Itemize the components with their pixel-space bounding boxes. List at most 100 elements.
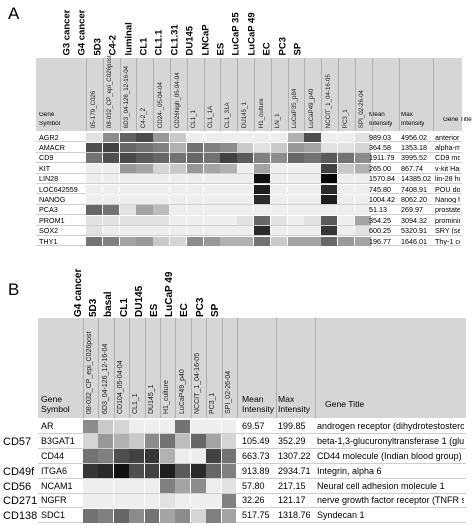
panel-a-sample-header[interactable]: LN_1 [274, 113, 282, 128]
panel-a-group-label: C4-2 [107, 34, 119, 55]
panel-b-marker-label: CD271 [3, 495, 38, 508]
panel-b-max-header[interactable]: Max [278, 394, 295, 404]
panel-b-sample-header[interactable]: H1_culture [163, 380, 171, 414]
panel-a-heatmap-cell [203, 205, 220, 215]
panel-a-sample-header[interactable]: PC3_1 [341, 109, 349, 128]
panel-a-heatmap-cell [119, 163, 136, 174]
panel-b-heatmap-cell [175, 479, 191, 493]
panel-a-heatmap-cell [102, 132, 120, 142]
panel-a-max-intensity: 7408.91 [401, 185, 427, 193]
panel-a-sample-header[interactable]: CL1_1A [206, 105, 214, 128]
panel-b-heatmap-cell [98, 508, 114, 523]
panel-a-max-header[interactable]: Max [401, 112, 413, 119]
panel-a-sample-header[interactable]: CL1_1 [190, 109, 198, 128]
panel-a-sample-header[interactable]: H1_culture [257, 98, 265, 128]
panel-a-heatmap-cell [203, 194, 220, 205]
panel-a-sample-header[interactable]: LuCaP49_p40 [307, 88, 315, 128]
panel-a-sample-header[interactable]: NCCIT_1_04-16-05 [324, 73, 332, 128]
panel-b-gene-symbol-header[interactable]: Symbol [41, 405, 70, 414]
panel-a-heatmap-cell [119, 184, 136, 194]
panel-a-heatmap-cell [102, 163, 120, 174]
panel-b-title-header[interactable]: Gene Title [325, 400, 365, 409]
panel-a-heatmap-cell [237, 184, 254, 194]
panel-b-heatmap-cell [206, 434, 222, 449]
panel-a-heatmap-cell [220, 142, 237, 153]
panel-a-heatmap-cell [136, 184, 153, 194]
panel-b-max-header[interactable]: Intensity [278, 405, 311, 414]
panel-a-sample-header[interactable]: SPI_02-26-04 [358, 89, 366, 128]
panel-b-sample-header[interactable]: DU145_1 [147, 384, 155, 414]
panel-a-sample-header[interactable]: DU145_1 [240, 101, 248, 128]
panel-a-gene-symbol: LIN28 [39, 175, 59, 183]
panel-a-heatmap-cell [186, 142, 204, 153]
panel-a-sample-header[interactable]: 08-032_CP_epi_C026post [106, 55, 114, 128]
panel-b-heatmap-cell [190, 479, 206, 493]
panel-b-sample-header[interactable]: NCCIT_1_04-16-05 [194, 352, 201, 414]
panel-a-gene-symbol: AMACR [39, 144, 65, 152]
panel-a-heatmap-cell [102, 236, 120, 246]
panel-a-sample-header[interactable]: CL1_31A [223, 102, 231, 128]
panel-a-mean-header[interactable]: Intensity [369, 120, 393, 127]
panel-b-sample-header[interactable]: 6D3_04-126_12-16-04 [101, 343, 109, 414]
panel-b-column-divider [221, 318, 223, 418]
panel-a-mean-header[interactable]: Mean [369, 112, 385, 119]
panel-a-heatmap-cell [338, 163, 355, 174]
panel-a-heatmap-cell [203, 153, 220, 163]
panel-a-column-divider [270, 58, 272, 131]
panel-a-heatmap-cell [153, 163, 170, 174]
panel-a-column-divider [119, 58, 121, 131]
panel-b-sample-header[interactable]: LuCaP49_p40 [178, 369, 186, 414]
panel-b-heatmap-cell [144, 434, 160, 449]
panel-a-group-label: ES [215, 42, 227, 55]
panel-a-sample-header[interactable]: LuCaP35_p84 [290, 88, 298, 128]
panel-a-heatmap-cell [237, 236, 254, 246]
panel-b-sample-header[interactable]: PC3_1 [209, 392, 217, 414]
panel-a-heatmap-cell [287, 142, 304, 153]
panel-a-title-header[interactable]: Gene Title [443, 116, 472, 123]
panel-a-heatmap-cell [136, 163, 153, 174]
panel-a-sample-header[interactable]: CD26high_05-04-04 [173, 72, 181, 128]
panel-a-sample-header[interactable]: 05-179_C026 [89, 90, 97, 128]
panel-a-column-divider [136, 58, 138, 131]
panel-a-heatmap-cell [304, 226, 321, 236]
panel-a-sample-header[interactable]: CD24-_05-04-04 [156, 81, 164, 128]
panel-a-heatmap-cell [86, 174, 103, 184]
panel-a-heatmap-cell [254, 226, 271, 236]
panel-a-gene-symbol-header[interactable]: Symbol [39, 120, 60, 127]
panel-a-heatmap-cell [270, 184, 288, 194]
panel-b-group-label: G4 cancer [73, 268, 84, 317]
panel-a-heatmap-cell [338, 184, 355, 194]
panel-a-row-separator [36, 183, 462, 184]
panel-a-column-divider [338, 58, 339, 131]
panel-b-heatmap-cell [98, 449, 114, 464]
panel-a-heatmap-cell [338, 174, 355, 184]
panel-b-gene-title: Syndecan 1 [317, 511, 365, 521]
panel-b-heatmap-cell [206, 464, 222, 479]
panel-a-sample-header[interactable]: 6D3_04-126_12-16-04 [122, 65, 130, 128]
panel-a-heatmap-cell [304, 174, 321, 184]
panel-b-heatmap-cell [98, 419, 114, 434]
panel-b-gene-symbol-header[interactable]: Gene [41, 394, 63, 404]
panel-a-sample-header[interactable]: C4-2_2 [139, 107, 147, 128]
panel-b-mean-header[interactable]: Mean [242, 394, 264, 404]
panel-b-sample-header[interactable]: CL1_1 [132, 393, 140, 414]
panel-a-max-header[interactable]: Intensity [401, 120, 425, 127]
panel-a-group-label: G3 cancer [61, 9, 73, 55]
panel-a-heatmap-cell [186, 153, 204, 163]
panel-b-sample-header[interactable]: SPI_02-26-04 [224, 370, 232, 414]
panel-a-heatmap-cell [102, 184, 120, 194]
panel-b-mean-header[interactable]: Intensity [242, 405, 275, 414]
panel-a-group-label: PC3 [277, 36, 289, 55]
panel-b-sample-header[interactable]: CD104_05-04-04 [117, 360, 124, 414]
panel-b-sample-header[interactable]: 08-032_CP_epi_C026post [86, 331, 94, 414]
panel-b-group-label: SP [209, 303, 221, 317]
panel-a-heatmap-cell [287, 174, 304, 184]
panel-b-heatmap-cell [160, 479, 175, 493]
panel-a-heatmap-cell [220, 205, 237, 215]
panel-a-heatmap-cell [136, 194, 153, 205]
panel-a-heatmap-cell [270, 142, 288, 153]
panel-a-heatmap-cell [170, 184, 187, 194]
panel-a-gene-symbol-header[interactable]: Gene [39, 112, 55, 119]
panel-b-row-separator [38, 522, 466, 524]
panel-a-heatmap-cell [186, 215, 204, 226]
